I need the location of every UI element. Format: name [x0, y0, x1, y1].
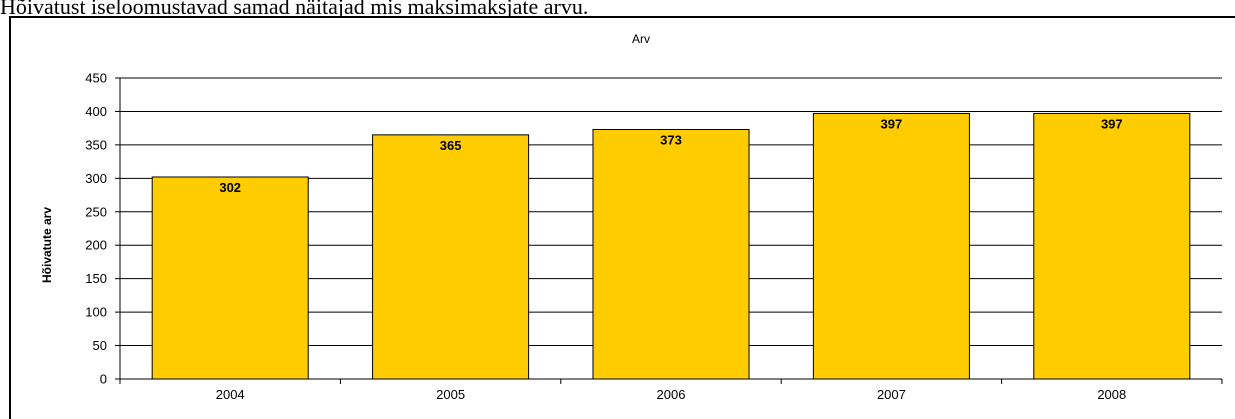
bar	[1033, 112, 1191, 380]
tick-labels: 0 50 100 150 200 250 300 350 400 450 302 2004 365 200…	[85, 71, 1126, 403]
data-label: 397	[881, 116, 903, 131]
y-tick-label: 250	[85, 204, 107, 219]
data-label: 365	[440, 138, 462, 153]
y-tick-label: 400	[85, 104, 107, 119]
axes	[115, 77, 1223, 384]
bar	[592, 129, 750, 380]
data-label: 397	[1101, 116, 1123, 131]
y-tick-label: 350	[85, 137, 107, 152]
y-tick-label: 0	[100, 372, 107, 387]
y-tick-label: 450	[85, 71, 107, 86]
bars	[151, 112, 1191, 380]
bar	[812, 112, 970, 380]
chart-title: Arv	[632, 32, 650, 46]
x-tick-label: 2007	[877, 387, 906, 402]
y-tick-label: 300	[85, 171, 107, 186]
x-tick-label: 2008	[1097, 387, 1126, 402]
y-tick-label: 150	[85, 271, 107, 286]
page-caption: Hõivatust iseloomustavad samad näitajad …	[0, 0, 589, 19]
bar	[151, 176, 309, 380]
y-tick-label: 100	[85, 305, 107, 320]
y-tick-label: 50	[93, 338, 107, 353]
x-tick-label: 2006	[657, 387, 686, 402]
data-label: 302	[219, 180, 241, 195]
x-tick-label: 2004	[216, 387, 245, 402]
y-tick-label: 200	[85, 238, 107, 253]
y-axis-label: Hõivatute arv	[40, 207, 54, 283]
x-tick-label: 2005	[436, 387, 465, 402]
bar	[372, 134, 530, 380]
data-label: 373	[660, 133, 682, 148]
